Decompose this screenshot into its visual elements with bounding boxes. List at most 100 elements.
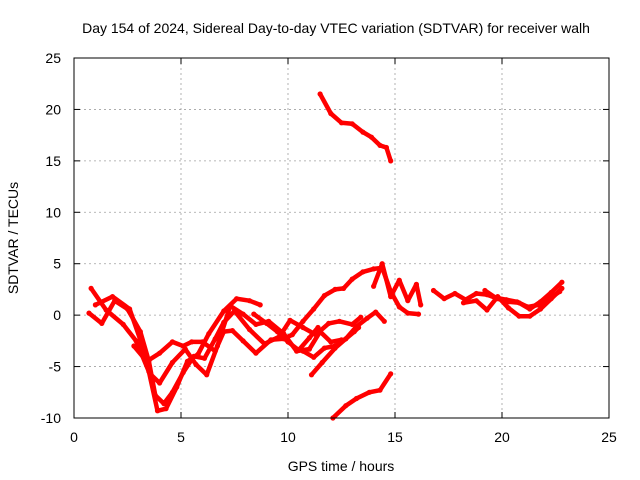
data-point — [306, 346, 312, 352]
y-tick-label: -10 — [41, 410, 61, 426]
data-point — [169, 359, 175, 366]
data-point — [319, 359, 325, 366]
data-point — [180, 343, 186, 349]
data-point — [246, 326, 253, 333]
y-tick-label: 20 — [45, 101, 61, 117]
data-point — [227, 303, 233, 309]
data-point — [169, 339, 175, 345]
y-tick-label: 10 — [45, 204, 61, 220]
data-point — [336, 318, 342, 324]
x-tick-label: 0 — [70, 429, 78, 445]
data-point — [379, 261, 385, 267]
data-point — [289, 332, 295, 338]
data-point — [311, 306, 317, 312]
data-point — [368, 134, 375, 140]
data-point — [332, 345, 338, 351]
data-point — [366, 389, 372, 395]
data-point — [341, 285, 347, 291]
data-point — [287, 317, 293, 323]
series-line — [317, 91, 393, 164]
data-point — [157, 350, 163, 356]
data-point — [360, 269, 366, 275]
data-point — [308, 372, 315, 378]
data-point — [452, 290, 458, 297]
data-point — [377, 142, 383, 148]
data-point — [396, 277, 402, 283]
data-point — [317, 329, 323, 335]
tick-labels: 0 5 10 15 20 25 -10 -5 0 5 10 15 20 25 — [41, 50, 617, 445]
series-track-13 — [460, 285, 565, 319]
data-point — [328, 339, 334, 345]
data-point — [240, 311, 246, 317]
data-point — [161, 401, 167, 407]
data-point — [240, 338, 246, 344]
data-point — [253, 321, 259, 327]
data-point — [358, 314, 364, 320]
data-point — [148, 372, 154, 378]
data-point — [315, 324, 321, 331]
data-point — [535, 302, 542, 308]
data-point — [193, 361, 199, 368]
data-point — [495, 294, 501, 300]
data-point — [163, 406, 169, 412]
data-point — [328, 110, 334, 117]
data-point — [296, 347, 302, 353]
ticks — [73, 57, 610, 419]
data-point — [388, 371, 394, 377]
data-point — [405, 310, 411, 316]
data-point — [206, 331, 212, 337]
series-track-5 — [251, 311, 321, 353]
data-point — [86, 310, 92, 316]
data-point — [396, 304, 402, 310]
data-point — [268, 337, 274, 343]
y-tick-label: 0 — [53, 307, 61, 323]
series-track-10 — [371, 261, 424, 308]
data-point — [548, 296, 554, 302]
grid — [74, 58, 609, 418]
series-track-4 — [131, 265, 422, 364]
data-point — [527, 313, 533, 319]
data-point — [133, 338, 139, 344]
data-point — [360, 129, 366, 135]
data-point — [383, 144, 389, 151]
data-point — [559, 279, 565, 285]
data-point — [300, 348, 306, 354]
data-point — [212, 336, 218, 342]
data-point — [381, 318, 387, 324]
data-point — [157, 380, 163, 386]
data-point — [189, 339, 195, 345]
data-point — [144, 358, 150, 364]
series-line — [330, 371, 393, 421]
data-point — [246, 298, 253, 304]
data-point — [253, 350, 259, 356]
data-point — [537, 306, 544, 312]
data-point — [371, 266, 377, 272]
data-point — [152, 392, 158, 398]
data-point — [377, 387, 383, 393]
series-line — [461, 286, 565, 319]
data-point — [482, 287, 488, 294]
data-point — [332, 286, 338, 292]
data-point — [405, 298, 411, 304]
data-point — [343, 403, 349, 409]
x-tick-label: 5 — [177, 429, 185, 445]
data-point — [212, 348, 218, 354]
y-axis-title: SDTVAR / TECUs — [5, 182, 21, 294]
data-point — [326, 320, 332, 326]
data-point — [473, 298, 479, 304]
data-point — [503, 297, 509, 303]
data-point — [460, 300, 467, 306]
data-point — [484, 307, 490, 313]
series-track-9 — [330, 371, 394, 421]
data-point — [300, 318, 306, 324]
data-point — [274, 329, 280, 335]
data-point — [514, 299, 520, 305]
data-point — [338, 120, 345, 126]
data-point — [371, 283, 377, 289]
data-point — [388, 294, 394, 300]
data-point — [349, 121, 355, 127]
data-point — [109, 294, 116, 300]
x-axis-title: GPS time / hours — [288, 458, 395, 474]
data-point — [353, 323, 360, 330]
